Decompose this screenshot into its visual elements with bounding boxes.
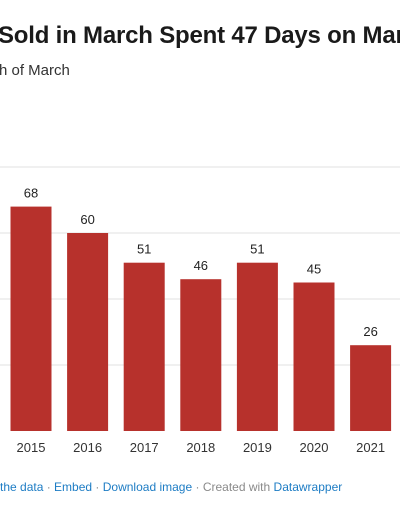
value-labels: 68 60 51 46 51 45 26	[24, 186, 378, 340]
bar-2017	[123, 262, 165, 431]
get-the-data-link[interactable]: the data	[0, 480, 44, 494]
value-label-2017: 51	[137, 242, 151, 257]
x-tick-label-2020: 2020	[300, 440, 329, 455]
value-label-2018: 46	[194, 258, 208, 273]
footer-separator: ·	[92, 480, 103, 494]
value-label-2019: 51	[250, 242, 264, 257]
footer-separator: ·	[43, 480, 55, 494]
x-tick-label-2019: 2019	[243, 440, 272, 455]
bar-2018	[180, 279, 222, 431]
embed-link[interactable]: Embed	[54, 480, 93, 494]
value-label-2016: 60	[80, 212, 94, 227]
chart-footer: the data · Embed · Download image · Crea…	[0, 480, 342, 494]
bar-2016	[67, 233, 109, 431]
value-label-2021: 26	[363, 324, 377, 339]
download-image-link[interactable]: Download image	[102, 480, 193, 494]
created-with-text: Created with	[202, 480, 271, 494]
bar-2019	[236, 262, 278, 431]
bars	[10, 206, 392, 431]
chart-title: Sold in March Spent 47 Days on Mark	[0, 22, 400, 49]
x-tick-label-2017: 2017	[130, 440, 159, 455]
x-tick-label-2021: 2021	[356, 440, 385, 455]
footer-separator: ·	[192, 480, 203, 494]
datawrapper-link[interactable]: Datawrapper	[273, 480, 343, 494]
x-tick-label-2018: 2018	[186, 440, 215, 455]
x-tick-label-2015: 2015	[17, 440, 46, 455]
x-tick-labels: 2015 2016 2017 2018 2019 2020 2021	[17, 440, 386, 455]
bar-2021	[350, 345, 392, 431]
value-label-2015: 68	[24, 186, 38, 201]
value-label-2020: 45	[307, 262, 321, 277]
chart-subtitle: h of March	[0, 62, 70, 79]
bar-2020	[293, 282, 335, 431]
bar-2015	[10, 206, 52, 431]
x-tick-label-2016: 2016	[73, 440, 102, 455]
